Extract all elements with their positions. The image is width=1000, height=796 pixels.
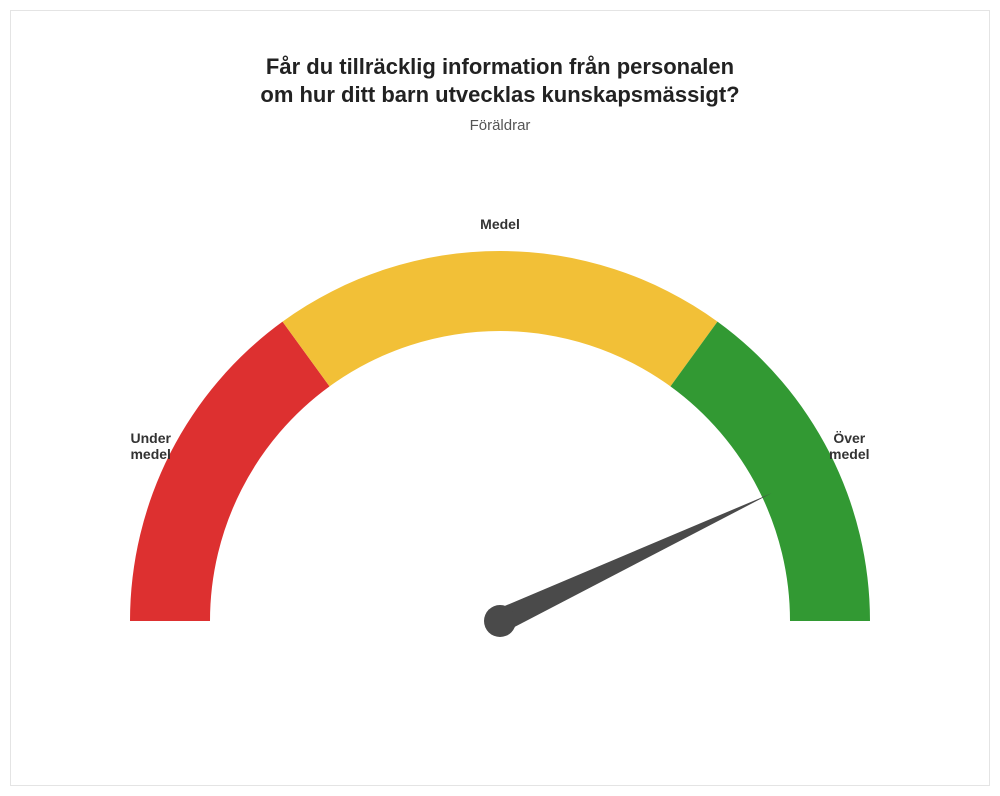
gauge-label-over: Övermedel xyxy=(829,430,869,462)
gauge-label-under: Undermedel xyxy=(130,430,171,462)
title-line-2: om hur ditt barn utvecklas kunskapsmässi… xyxy=(260,82,739,107)
chart-title: Får du tillräcklig information från pers… xyxy=(11,53,989,108)
gauge-chart: Undermedel Medel Övermedel xyxy=(50,161,950,701)
chart-subtitle: Föräldrar xyxy=(11,117,989,134)
title-line-1: Får du tillräcklig information från pers… xyxy=(266,54,734,79)
gauge-needle xyxy=(495,493,772,632)
gauge-segment-medel xyxy=(283,251,718,386)
gauge-label-medel: Medel xyxy=(480,216,520,232)
gauge-segment-over xyxy=(670,322,870,621)
chart-frame: Får du tillräcklig information från pers… xyxy=(10,10,990,786)
gauge-segment-under xyxy=(130,322,330,621)
gauge-needle-hub xyxy=(484,605,516,637)
gauge-container: Undermedel Medel Övermedel xyxy=(11,161,989,721)
